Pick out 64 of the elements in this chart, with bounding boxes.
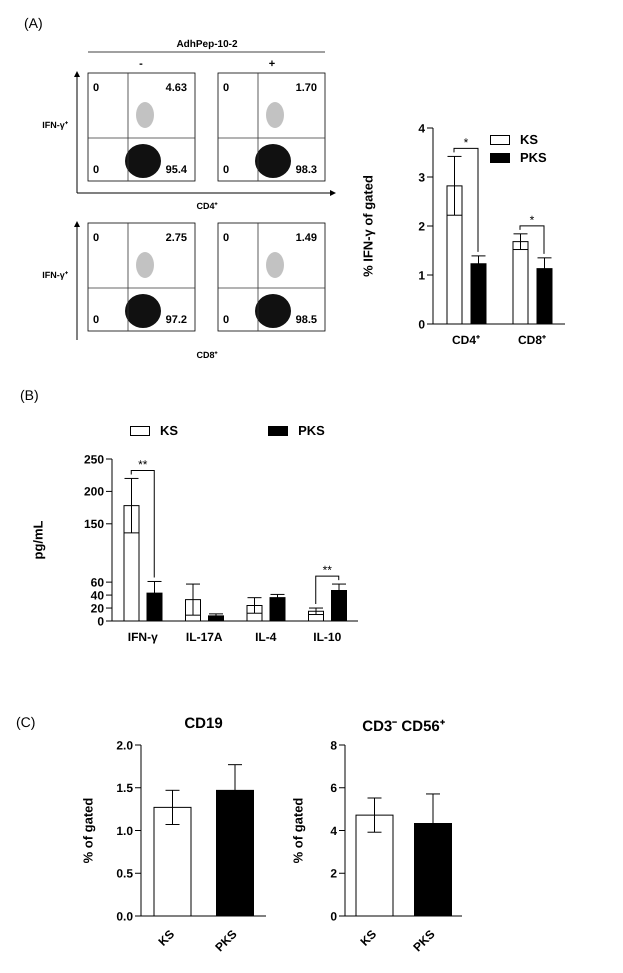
text: 0 — [223, 232, 230, 244]
chart-title: CD3⁻ CD56⁺ — [361, 717, 446, 735]
legend-label: KS — [520, 132, 538, 147]
y-tick-label: 2 — [330, 866, 338, 881]
x-tick-label: KS — [358, 927, 380, 949]
annotation: * — [464, 135, 469, 150]
text: (A) — [24, 15, 43, 31]
y-tick-label: 2.0 — [116, 738, 134, 752]
text: 1.49 — [296, 232, 317, 244]
y-tick-label: 6 — [330, 781, 338, 796]
text: CD4⁺ — [196, 201, 218, 211]
text: (B) — [20, 387, 39, 403]
x-tick-label: IL-4 — [255, 630, 277, 644]
x-tick-label: IL-10 — [313, 630, 342, 644]
y-tick-label: 2 — [418, 219, 426, 234]
text: 98.5 — [296, 314, 317, 326]
text: 0 — [223, 164, 230, 176]
text: 2.75 — [166, 232, 187, 244]
legend-label: PKS — [298, 423, 325, 438]
text: (C) — [16, 714, 36, 730]
text: CD8⁺ — [196, 350, 218, 360]
y-tick-label: 150 — [84, 517, 104, 532]
text: 0 — [223, 314, 230, 326]
y-tick-label: 250 — [84, 452, 104, 466]
x-tick-label: IFN-γ — [128, 630, 158, 644]
x-tick-label: IL-17A — [186, 630, 223, 644]
y-tick-label: 20 — [90, 601, 104, 616]
y-tick-label: 0.0 — [116, 909, 134, 924]
text: - — [139, 58, 144, 70]
text: 97.2 — [166, 314, 187, 326]
text: 95.4 — [166, 164, 188, 176]
text: AdhPep-10-2 — [176, 39, 238, 50]
y-tick-label: 200 — [84, 484, 104, 499]
y-tick-label: 0.5 — [116, 866, 134, 881]
chart-title: CD19 — [183, 715, 224, 732]
annotation: ** — [138, 457, 148, 472]
text: IFN-γ⁺ — [42, 120, 68, 130]
text: 98.3 — [296, 164, 317, 176]
y-tick-label: 3 — [418, 170, 426, 184]
y-tick-label: 1 — [418, 268, 426, 282]
y-tick-label: 0 — [418, 317, 426, 332]
y-tick-label: 8 — [330, 738, 338, 752]
legend-label: KS — [160, 423, 178, 438]
y-axis-title: pg/mL — [30, 520, 46, 560]
annotation: * — [530, 212, 535, 227]
y-axis-title: % of gated — [80, 798, 96, 864]
text: 4.63 — [166, 82, 187, 94]
annotation: ** — [322, 563, 332, 578]
y-axis-title: % of gated — [290, 798, 306, 864]
y-tick-label: 0 — [97, 614, 104, 628]
y-tick-label: 60 — [90, 575, 104, 590]
text: IFN-γ⁺ — [42, 270, 68, 280]
y-tick-label: 1.0 — [116, 824, 134, 838]
text: 1.70 — [296, 82, 317, 94]
legend-label: PKS — [520, 150, 547, 165]
y-tick-label: 40 — [90, 588, 104, 602]
y-tick-label: 4 — [418, 121, 426, 136]
y-tick-label: 4 — [330, 824, 338, 838]
x-tick-label: KS — [156, 927, 178, 949]
text: + — [268, 58, 276, 70]
y-axis-title: % IFN-γ of gated — [360, 175, 376, 277]
y-tick-label: 1.5 — [116, 781, 134, 796]
y-tick-label: 0 — [330, 909, 338, 924]
text: 0 — [223, 82, 230, 94]
